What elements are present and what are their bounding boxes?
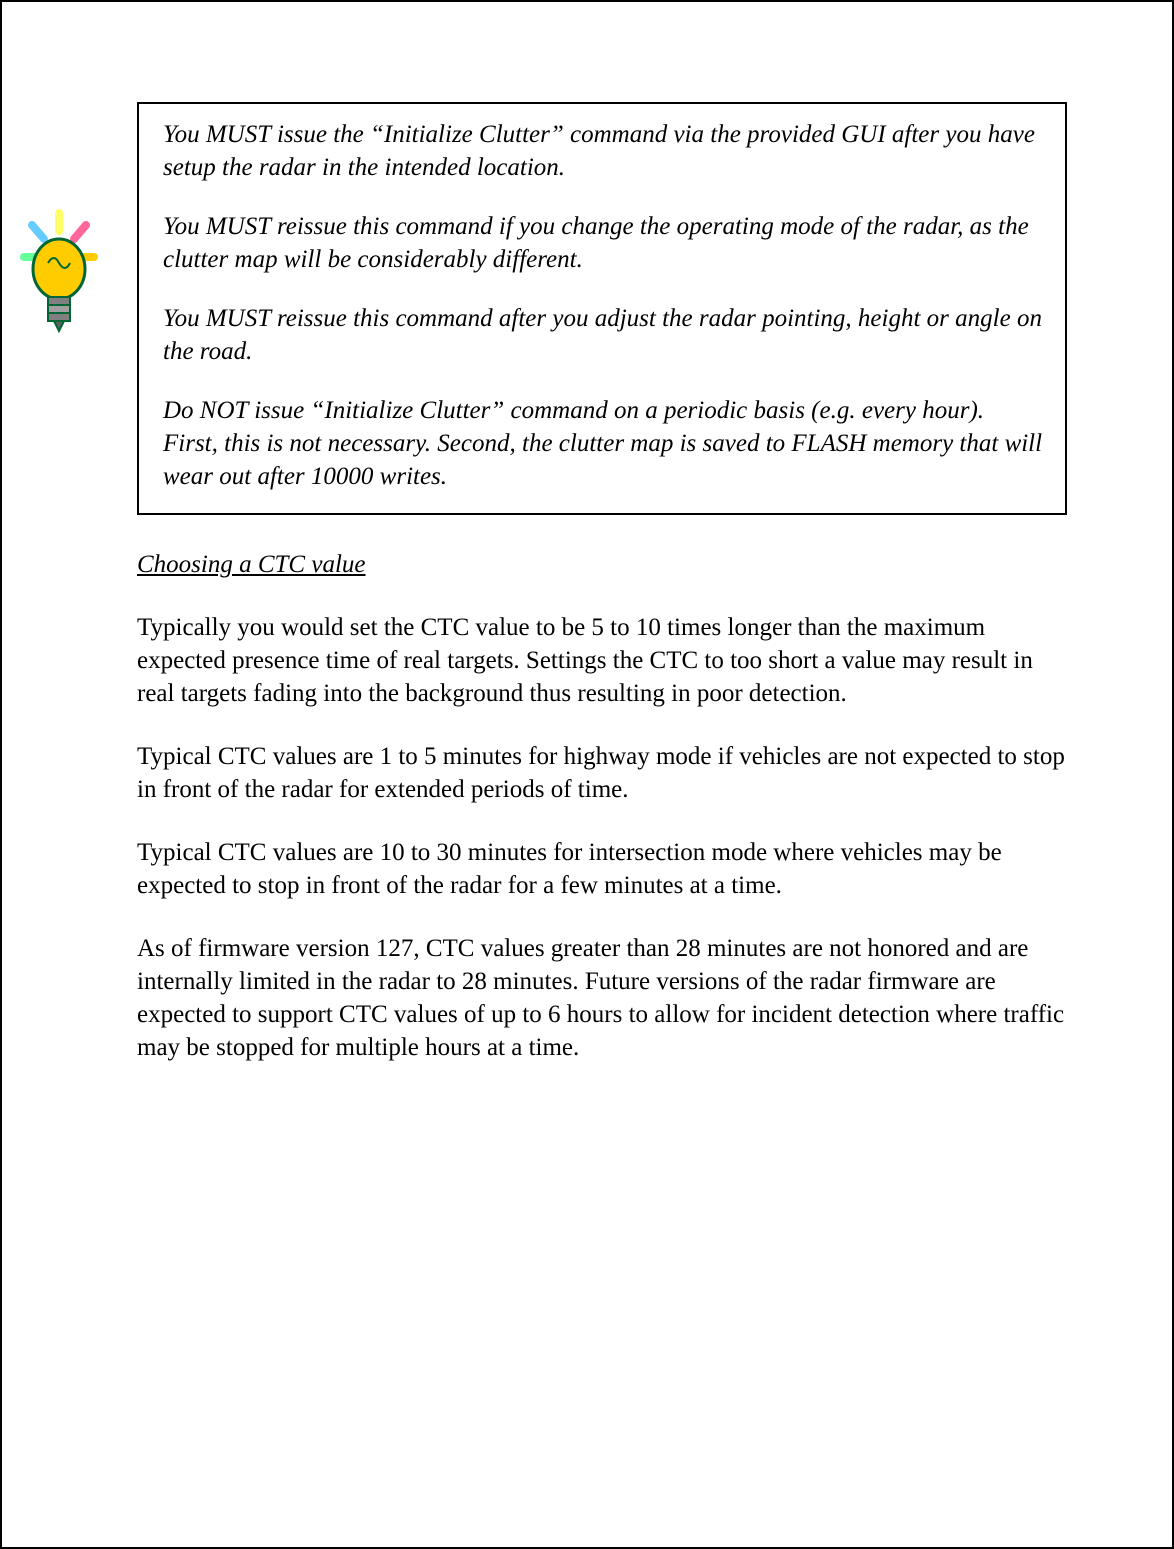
page-content: You MUST issue the “Initialize Clutter” … <box>137 102 1067 1094</box>
callout-box: You MUST issue the “Initialize Clutter” … <box>137 102 1067 515</box>
callout-paragraph: Do NOT issue “Initialize Clutter” comman… <box>163 394 1045 493</box>
body-paragraph: Typical CTC values are 1 to 5 minutes fo… <box>137 740 1067 806</box>
body-paragraph: Typically you would set the CTC value to… <box>137 611 1067 710</box>
body-paragraph: As of firmware version 127, CTC values g… <box>137 932 1067 1064</box>
body-paragraph: Typical CTC values are 10 to 30 minutes … <box>137 836 1067 902</box>
lightbulb-idea-icon <box>18 207 100 347</box>
callout-paragraph: You MUST reissue this command after you … <box>163 302 1045 368</box>
section-heading: Choosing a CTC value <box>137 551 1067 579</box>
document-page: You MUST issue the “Initialize Clutter” … <box>0 0 1174 1549</box>
callout-paragraph: You MUST issue the “Initialize Clutter” … <box>163 118 1045 184</box>
callout-paragraph: You MUST reissue this command if you cha… <box>163 210 1045 276</box>
